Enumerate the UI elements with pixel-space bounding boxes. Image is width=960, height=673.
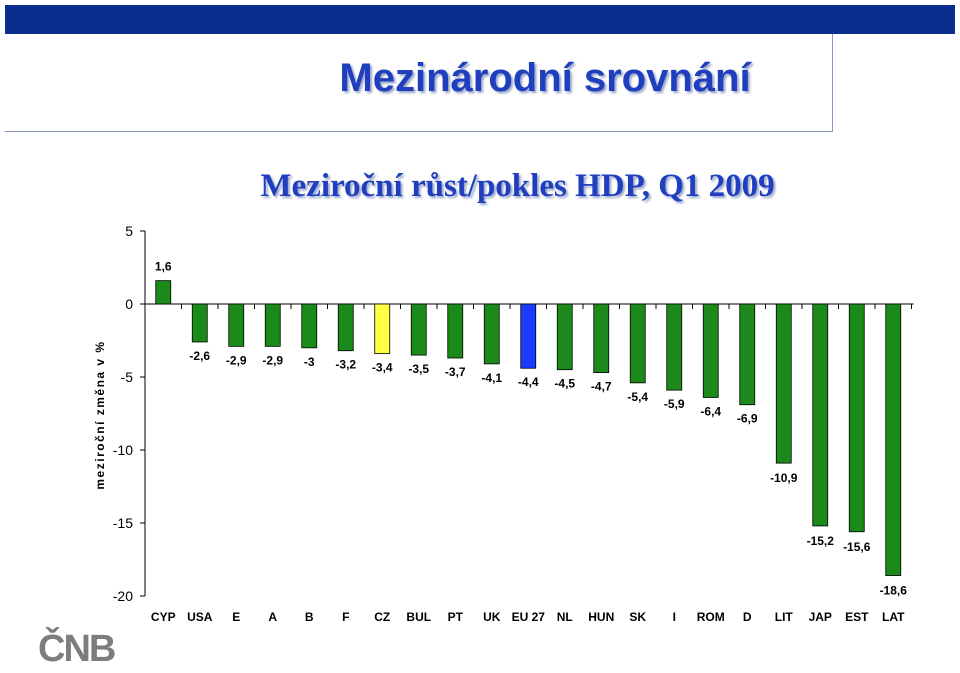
data-label: -3,7 [445,365,466,379]
chart-title: Meziroční růst/pokles HDP, Q1 2009 [260,168,775,204]
data-label: -3,5 [408,362,429,376]
x-tick-label: EU 27 [512,610,546,624]
data-label: -6,4 [700,404,721,418]
x-tick-label: PT [448,610,464,624]
x-tick-label: LIT [775,610,794,624]
slide-title: Mezinárodní srovnání [339,56,751,100]
x-tick-label: EST [845,610,869,624]
y-tick-label: -15 [113,515,133,531]
bar-lat [885,303,902,576]
bar-jap [812,303,829,527]
data-label: -3,2 [335,358,356,372]
data-label: -2,9 [226,353,247,367]
bar-f [337,303,354,352]
data-label: -4,7 [591,380,612,394]
x-tick-label: HUN [588,610,614,624]
x-tick-label: NL [557,610,573,624]
data-label: -10,9 [770,471,798,485]
x-tick-label: UK [483,610,501,624]
x-tick-label: I [673,610,676,624]
x-tick-label: B [305,610,314,624]
bar-est [848,303,865,533]
bar-d [739,303,756,406]
bar-pt [447,303,464,359]
data-label: -4,1 [481,371,502,385]
bar-bul [410,303,427,356]
bar-nl [556,303,573,371]
bar-a [264,303,281,347]
data-label: -5,9 [664,397,685,411]
x-tick-label: CZ [374,610,390,624]
bar-b [301,303,318,349]
x-tick-label: USA [187,610,213,624]
bar-i [666,303,683,391]
x-tick-label: F [342,610,349,624]
bar-usa [191,303,208,343]
bar-e [228,303,245,347]
data-label: -2,9 [262,353,283,367]
x-tick-label: A [268,610,277,624]
x-tick-label: CYP [151,610,176,624]
x-tick-label: SK [629,610,646,624]
cnb-logo: ČNB [38,628,116,670]
x-tick-label: ROM [697,610,725,624]
data-label: 1,6 [155,260,172,274]
data-label: -5,4 [627,390,648,404]
y-tick-label: -10 [113,442,133,458]
bar-eu-27 [520,303,537,369]
data-label: -15,2 [807,534,835,548]
x-tick-label: E [232,610,240,624]
data-label: -3,4 [372,361,393,375]
bar-hun [593,303,610,374]
x-tick-label: BUL [406,610,431,624]
bar-lit [775,303,792,464]
y-tick-label: -5 [121,369,134,385]
y-tick-label: -20 [113,588,133,604]
data-label: -2,6 [189,349,210,363]
decorative-horizontal-line [5,131,832,132]
y-tick-label: 5 [125,223,133,239]
bar-cyp [155,280,172,305]
x-tick-label: JAP [809,610,832,624]
header-bar [5,5,955,34]
x-tick-label: LAT [882,610,905,624]
data-label: -3 [304,355,315,369]
x-tick-label: D [743,610,752,624]
data-label: -4,5 [554,377,575,391]
data-label: -6,9 [737,412,758,426]
bar-cz [374,303,391,355]
y-tick-label: 0 [125,296,133,312]
bar-uk [483,303,500,365]
data-label: -4,4 [518,375,539,389]
bar-rom [702,303,719,398]
decorative-vertical-line [832,34,833,132]
data-label: -15,6 [843,540,871,554]
data-label: -18,6 [880,584,908,598]
bar-sk [629,303,646,384]
